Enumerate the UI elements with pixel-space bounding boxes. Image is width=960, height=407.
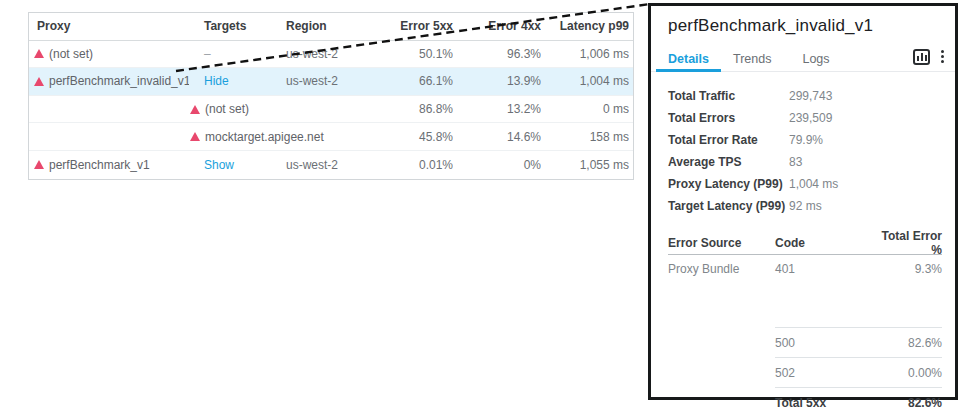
proxy-table-header: Proxy Targets Region Error 5xx Error 4xx… [29, 13, 633, 41]
column-header-total-error-pct: Total Error % [872, 229, 942, 257]
target-placeholder: – [190, 47, 211, 61]
column-header-region: Region [286, 19, 381, 33]
show-targets-link[interactable]: Show [190, 158, 234, 172]
stat-total-errors: Total Errors 239,509 [668, 107, 942, 129]
region-value: us-west-2 [286, 158, 381, 172]
column-header-proxy: Proxy [29, 19, 189, 33]
stat-target-latency: Target Latency (P99) 92 ms [668, 195, 942, 217]
column-header-error4xx: Error 4xx [453, 19, 541, 33]
proxy-name: perfBenchmark_v1 [49, 158, 150, 172]
latency-value: 1,006 ms [541, 47, 629, 61]
stat-value: 239,509 [789, 111, 832, 125]
error-5xx-value: 86.8% [381, 102, 453, 116]
stat-label: Average TPS [668, 155, 789, 169]
warning-triangle-icon [34, 77, 44, 86]
detail-tabs: Details Trends Logs [651, 47, 955, 72]
column-header-latency: Latency p99 [541, 19, 629, 33]
error-5xx-value: 45.8% [381, 130, 453, 144]
error-row-proxy-bundle-401: Proxy Bundle 401 9.3% [668, 255, 942, 282]
latency-value: 0 ms [541, 102, 629, 116]
error-4xx-value: 13.9% [453, 74, 541, 88]
hide-targets-link[interactable]: Hide [190, 74, 229, 88]
stat-value: 299,743 [789, 89, 832, 103]
latency-value: 1,055 ms [541, 158, 629, 172]
panel-title: perfBenchmark_invalid_v1 [668, 16, 941, 36]
error-row-500: 500 82.6% [668, 327, 942, 357]
column-header-error-source: Error Source [668, 236, 775, 250]
warning-triangle-icon [190, 132, 200, 141]
table-row-perfBenchmark-v1[interactable]: perfBenchmark_v1 Show us-west-2 0.01% 0%… [29, 151, 633, 179]
table-row-not-set[interactable]: (not set) – us-west-2 50.1% 96.3% 1,006 … [29, 41, 633, 69]
error-code-value: 401 [775, 262, 872, 276]
error-5xx-value: 50.1% [381, 47, 453, 61]
stat-average-tps: Average TPS 83 [668, 151, 942, 173]
error-source-value: Proxy Bundle [668, 262, 775, 276]
latency-value: 158 ms [541, 130, 629, 144]
target-name: mocktarget.apigee.net [205, 130, 324, 144]
stat-label: Total Error Rate [668, 133, 789, 147]
error-pct-value: 9.3% [872, 262, 942, 276]
warning-triangle-icon [34, 160, 44, 169]
error-table-header: Error Source Code Total Error % [668, 231, 942, 255]
error-5xx-value: 66.1% [381, 74, 453, 88]
error-source-table: Error Source Code Total Error % Proxy Bu… [668, 231, 942, 407]
proxy-name: perfBenchmark_invalid_v1 [49, 74, 189, 88]
stat-total-traffic: Total Traffic 299,743 [668, 85, 942, 107]
warning-triangle-icon [34, 49, 44, 58]
error-row-total-5xx: Total 5xx 82.6% [668, 387, 942, 407]
region-value: us-west-2 [286, 47, 381, 61]
error-pct-value: 82.6% [872, 336, 942, 350]
proxy-table: Proxy Targets Region Error 5xx Error 4xx… [28, 12, 634, 180]
error-4xx-value: 13.2% [453, 102, 541, 116]
region-value: us-west-2 [286, 74, 381, 88]
error-code-value: 502 [775, 366, 872, 380]
column-header-error5xx: Error 5xx [381, 19, 453, 33]
column-header-targets: Targets [189, 19, 286, 33]
error-5xx-value: 0.01% [381, 158, 453, 172]
bar-chart-icon[interactable] [913, 49, 930, 65]
table-row-perfBenchmark-invalid-v1[interactable]: perfBenchmark_invalid_v1 Hide us-west-2 … [29, 68, 633, 96]
stat-total-error-rate: Total Error Rate 79.9% [668, 129, 942, 151]
stat-value: 83 [789, 155, 802, 169]
stat-label: Total Traffic [668, 89, 789, 103]
stat-value: 92 ms [789, 199, 822, 213]
error-row-502: 502 0.00% [668, 357, 942, 387]
kebab-menu-icon[interactable] [939, 48, 946, 65]
target-name: (not set) [205, 102, 249, 116]
stat-label: Total Errors [668, 111, 789, 125]
stat-proxy-latency: Proxy Latency (P99) 1,004 ms [668, 173, 942, 195]
stat-label: Proxy Latency (P99) [668, 177, 789, 191]
latency-value: 1,004 ms [541, 74, 629, 88]
stat-label: Target Latency (P99) [668, 199, 789, 213]
stat-value: 1,004 ms [789, 177, 838, 191]
detail-stats: Total Traffic 299,743 Total Errors 239,5… [668, 85, 942, 217]
proxy-name: (not set) [49, 47, 93, 61]
error-4xx-value: 14.6% [453, 130, 541, 144]
api-monitoring-screen: Proxy Targets Region Error 5xx Error 4xx… [0, 0, 960, 407]
total-5xx-pct: 82.6% [872, 396, 942, 407]
tab-trends[interactable]: Trends [721, 47, 783, 72]
error-pct-value: 0.00% [872, 366, 942, 380]
stat-value: 79.9% [789, 133, 823, 147]
error-code-value: 500 [775, 336, 872, 350]
table-subrow-target-not-set[interactable]: (not set) 86.8% 13.2% 0 ms [29, 96, 633, 124]
proxy-detail-panel: perfBenchmark_invalid_v1 Details Trends … [648, 3, 958, 400]
tab-logs[interactable]: Logs [790, 47, 841, 72]
total-5xx-label: Total 5xx [775, 396, 872, 407]
tab-details[interactable]: Details [656, 47, 721, 72]
error-table-spacer [668, 282, 942, 327]
error-4xx-value: 96.3% [453, 47, 541, 61]
error-4xx-value: 0% [453, 158, 541, 172]
column-header-code: Code [775, 236, 872, 250]
table-subrow-target-mocktarget[interactable]: mocktarget.apigee.net 45.8% 14.6% 158 ms [29, 123, 633, 151]
warning-triangle-icon [190, 105, 200, 114]
